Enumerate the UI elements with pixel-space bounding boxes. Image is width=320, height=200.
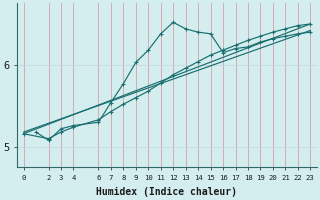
X-axis label: Humidex (Indice chaleur): Humidex (Indice chaleur) [96,186,237,197]
